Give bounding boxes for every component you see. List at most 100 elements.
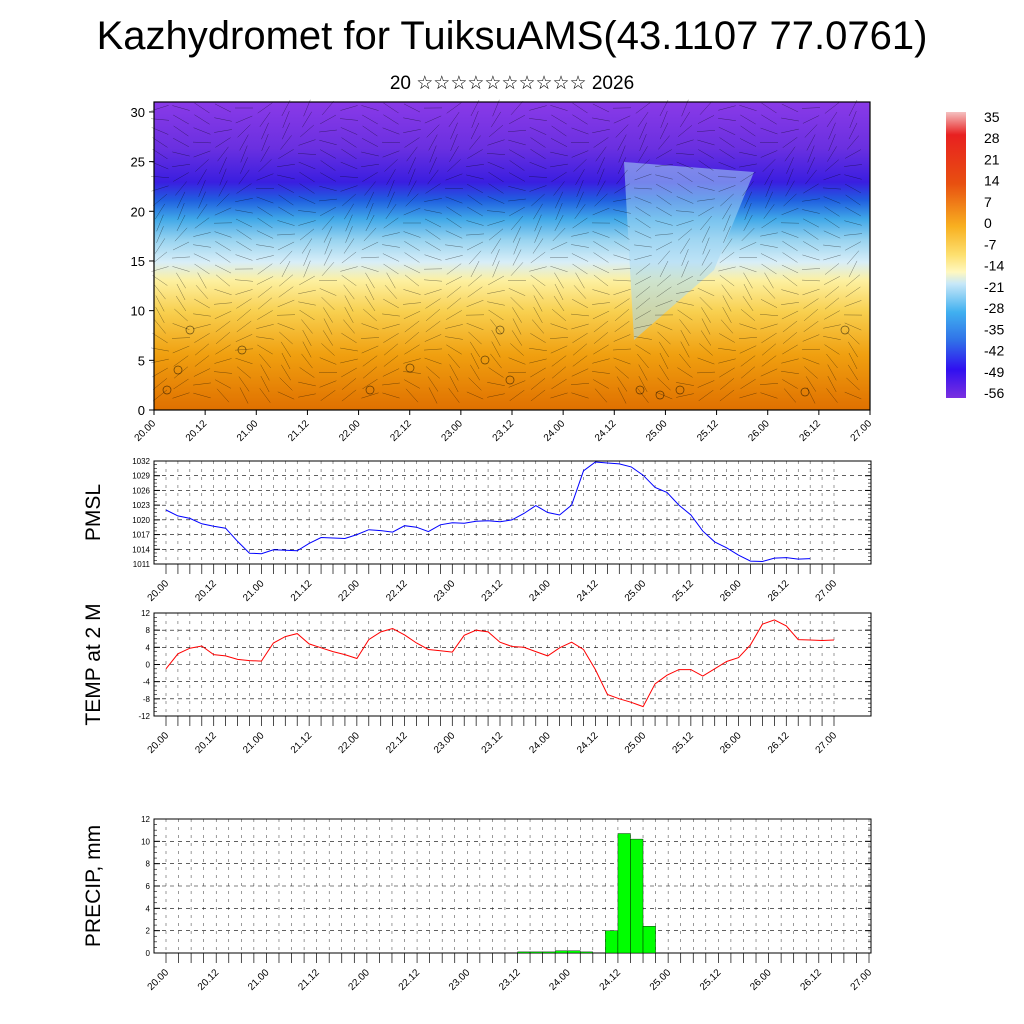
x-tick-label: 23.00 (440, 418, 466, 444)
precip-bar (517, 951, 531, 954)
x-tick-label: 21.12 (289, 730, 315, 756)
cold-intrusion (624, 162, 754, 340)
x-tick-label: 20.12 (196, 967, 222, 993)
y-tick-label: 1029 (132, 472, 150, 481)
y-tick-label: 2 (146, 927, 151, 936)
y-tick-label: 0 (146, 949, 151, 958)
y-tick-label: 20 (131, 204, 145, 219)
x-tick-label: 20.12 (184, 418, 210, 444)
x-tick-label: 22.12 (397, 967, 423, 993)
calm-wind-marker (173, 365, 183, 375)
colorbar-label: -42 (984, 343, 1004, 359)
y-tick-label: 4 (146, 643, 151, 652)
colorbar-label: -49 (984, 364, 1004, 380)
y-tick-label: 1023 (132, 501, 150, 510)
colorbar: 35 28 21 14 7 0 -7 -14 -21 -28 -35 -42 -49 -56 (946, 109, 1004, 401)
x-tick-label: 22.12 (384, 578, 410, 604)
y-tick-label: 12 (141, 815, 150, 824)
y-tick-label: -4 (143, 678, 151, 687)
colorbar-label: 21 (984, 151, 1000, 167)
x-tick-label: 23.12 (497, 967, 523, 993)
x-tick-label: 26.00 (718, 730, 744, 756)
series-line (165, 461, 811, 563)
calm-wind-marker (675, 385, 685, 395)
x-tick-label: 27.00 (849, 418, 875, 444)
y-tick-label: -8 (143, 695, 151, 704)
x-tick-label: 25.12 (671, 578, 697, 604)
colorbar-label: -56 (984, 385, 1004, 401)
calm-wind-marker (495, 325, 505, 335)
calm-wind-marker (185, 325, 195, 335)
x-tick-label: 23.00 (447, 967, 473, 993)
x-tick-label: 27.00 (814, 578, 840, 604)
x-tick-label: 25.00 (648, 967, 674, 993)
x-tick-label: 22.00 (337, 578, 363, 604)
calm-wind-marker (505, 375, 515, 385)
x-tick-label: 20.00 (146, 578, 172, 604)
y-tick-label: 12 (141, 609, 150, 618)
x-tick-label: 24.00 (547, 967, 573, 993)
x-tick-label: 23.00 (432, 730, 458, 756)
y-tick-label: 8 (146, 860, 151, 869)
cross-section-panel: 0 5 10 15 20 25 30 20.00 20.12 21.00 21.12 22.00 22.… (131, 99, 875, 444)
y-tick-label: 5 (138, 353, 145, 368)
x-tick-label: 20.12 (193, 730, 219, 756)
precip-bar (567, 950, 581, 954)
x-tick-label: 25.12 (695, 418, 721, 444)
x-tick-label: 26.12 (798, 967, 824, 993)
x-tick-label: 22.12 (388, 418, 414, 444)
precip-bar (642, 926, 656, 954)
x-tick-label: 26.00 (746, 418, 772, 444)
x-tick-label: 24.12 (593, 418, 619, 444)
calm-wind-marker (365, 385, 375, 395)
calm-wind-marker (800, 387, 810, 397)
calm-wind-marker (162, 385, 172, 395)
colorbar-label: -14 (984, 258, 1004, 274)
x-tick-label: 25.00 (623, 730, 649, 756)
x-tick-label: 25.12 (671, 730, 697, 756)
precip-bar (554, 950, 568, 954)
y-tick-label: 8 (146, 626, 151, 635)
x-tick-label: 26.12 (766, 730, 792, 756)
colorbar-label: -21 (984, 279, 1004, 295)
y-axis-label: PMSL (82, 484, 105, 541)
colorbar-label: -35 (984, 321, 1004, 337)
calm-wind-marker (655, 390, 665, 400)
main-title: Kazhydromet for TuiksuAMS(43.1107 77.076… (96, 14, 928, 58)
subtitle: 20 ☆☆☆☆☆☆☆☆☆☆ 2026 (389, 73, 635, 94)
x-tick-label: 21.00 (241, 578, 267, 604)
x-tick-label: 20.00 (146, 730, 172, 756)
x-tick-label: 25.12 (698, 967, 724, 993)
x-tick-label: 26.00 (718, 578, 744, 604)
x-tick-label: 24.12 (598, 967, 624, 993)
colorbar-strip (946, 112, 966, 398)
x-tick-label: 25.00 (644, 418, 670, 444)
y-axis-label: PRECIP, mm (82, 825, 105, 947)
y-tick-label: 10 (131, 304, 145, 319)
y-tick-label: 1032 (132, 457, 150, 466)
y-tick-label: 30 (131, 105, 145, 120)
precip-bar (529, 951, 543, 954)
x-tick-label: 23.12 (480, 730, 506, 756)
colorbar-label: 0 (984, 215, 992, 231)
temp-panel: -12 -8 -4 0 4 8 12 20.00 20.12 21.00 21.12 22.00 22.… (82, 603, 872, 756)
x-tick-label: 26.12 (798, 418, 824, 444)
x-tick-label: 24.00 (527, 578, 553, 604)
calm-wind-marker (405, 363, 415, 373)
x-tick-label: 23.00 (432, 578, 458, 604)
precip-bar (605, 930, 619, 954)
x-tick-label: 24.12 (575, 578, 601, 604)
x-tick-label: 27.00 (849, 967, 875, 993)
colorbar-label: 28 (984, 130, 1000, 146)
y-tick-label: -12 (138, 712, 150, 721)
calm-wind-marker (635, 385, 645, 395)
calm-wind-marker (480, 355, 490, 365)
y-tick-label: 6 (146, 882, 151, 891)
y-tick-label: 0 (146, 661, 151, 670)
x-tick-label: 24.00 (527, 730, 553, 756)
x-tick-label: 22.00 (337, 730, 363, 756)
x-tick-label: 24.12 (575, 730, 601, 756)
x-tick-label: 21.12 (296, 967, 322, 993)
